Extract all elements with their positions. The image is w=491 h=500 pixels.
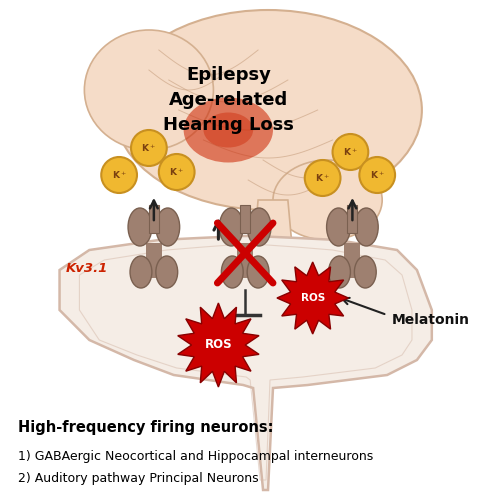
Ellipse shape [332,134,368,170]
Ellipse shape [114,10,422,210]
Polygon shape [59,236,432,490]
Bar [237,243,253,278]
Bar [240,205,250,233]
Ellipse shape [101,157,137,193]
Ellipse shape [184,98,273,162]
Polygon shape [253,200,293,255]
Text: K$^+$: K$^+$ [169,166,184,178]
Polygon shape [178,303,259,387]
Bar [146,243,162,278]
Ellipse shape [247,208,271,246]
Text: K$^+$: K$^+$ [370,169,384,181]
Bar [345,243,360,278]
Text: K$^+$: K$^+$ [315,172,330,184]
Ellipse shape [247,256,269,288]
Text: ROS: ROS [205,338,232,351]
Polygon shape [277,262,349,334]
Ellipse shape [84,30,214,150]
Ellipse shape [305,160,340,196]
Ellipse shape [355,256,376,288]
Ellipse shape [131,130,167,166]
Text: 2) Auditory pathway Principal Neurons: 2) Auditory pathway Principal Neurons [18,472,258,485]
Text: K$^+$: K$^+$ [141,142,156,154]
Text: Melatonin: Melatonin [392,313,470,327]
Ellipse shape [355,208,378,246]
Text: Age-related: Age-related [169,91,288,109]
Bar [348,205,357,233]
Ellipse shape [219,208,243,246]
Ellipse shape [327,208,351,246]
Ellipse shape [359,157,395,193]
Ellipse shape [221,256,243,288]
Text: High-frequency firing neurons:: High-frequency firing neurons: [18,420,273,435]
Ellipse shape [328,256,351,288]
Ellipse shape [128,208,152,246]
Ellipse shape [273,160,382,240]
Ellipse shape [130,256,152,288]
Ellipse shape [156,208,180,246]
Ellipse shape [159,154,194,190]
Text: 1) GABAergic Neocortical and Hippocampal interneurons: 1) GABAergic Neocortical and Hippocampal… [18,450,373,463]
Text: K$^+$: K$^+$ [111,169,127,181]
Text: Hearing Loss: Hearing Loss [163,116,294,134]
Text: ROS: ROS [300,293,325,303]
Text: Kv3.1: Kv3.1 [66,262,109,274]
Text: Epilepsy: Epilepsy [186,66,271,84]
Ellipse shape [203,112,253,148]
Ellipse shape [156,256,178,288]
Text: K$^+$: K$^+$ [343,146,358,158]
Bar [149,205,159,233]
